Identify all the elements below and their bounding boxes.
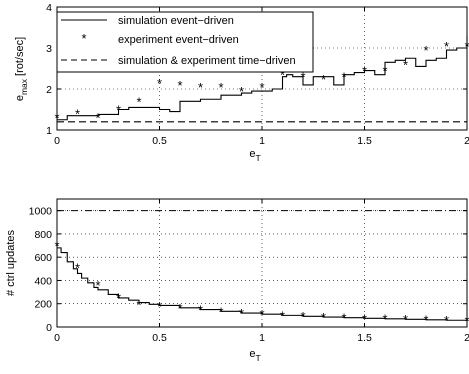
y-tick-label: 800 [34,229,52,241]
data-point-star: * [136,94,141,109]
data-point-star: * [239,306,244,321]
data-point-star: * [157,76,162,91]
data-point-star: * [300,309,305,324]
data-point-star: * [423,43,428,58]
data-point-star: * [177,78,182,93]
data-point-star: * [382,64,387,79]
x-tick-label: 1 [259,135,265,147]
legend-label-sim-event: simulation event−driven [118,15,234,27]
top-ylabel-main: e [14,95,26,101]
data-point-star: * [198,80,203,95]
x-tick-label: 0 [54,332,60,344]
bottom-ticks: 0 0.5 1 1.5 2 0 200 400 600 800 1000 [29,199,469,344]
data-point-star: * [382,312,387,327]
x-tick-label: 0 [54,135,60,147]
x-tick-label: 2 [464,135,469,147]
top-xlabel: eT [249,148,260,163]
data-point-star: * [259,80,264,95]
data-point-star: * [75,261,80,276]
y-tick-label: 1 [46,125,52,137]
top-xlabel-sub: T [255,153,260,163]
y-tick-label: 2 [46,84,52,96]
data-point-star: * [280,68,285,83]
y-tick-label: 200 [34,299,52,311]
data-point-star: * [218,304,223,319]
data-point-star: * [177,301,182,316]
x-tick-label: 2 [464,332,469,344]
y-tick-label: 0 [46,322,52,334]
bottom-grid [57,199,467,327]
data-point-star: * [157,299,162,314]
data-point-star: * [95,278,100,293]
data-point-star: * [403,312,408,327]
legend-swatch-star: * [81,31,86,46]
data-point-star: * [321,310,326,325]
x-tick-label: 1.5 [357,332,372,344]
data-point-star: * [198,303,203,318]
series-line-step [57,35,468,121]
bottom-series: ********************* [54,210,469,328]
data-point-star: * [280,308,285,323]
data-point-star: * [218,80,223,95]
top-ylabel-unit: [rot/sec] [14,37,26,76]
series-line-step [57,247,468,321]
bottom-xlabel-main: e [249,348,255,360]
chart-bottom: ********************* 00.511.52020040060… [5,198,469,363]
data-point-star: * [341,70,346,85]
x-tick-label: 1 [259,332,265,344]
top-legend-box [56,11,314,73]
data-point-star: * [259,307,264,322]
x-tick-label: 0.5 [152,332,167,344]
bottom-ylabel: # ctrl updates [5,229,17,296]
top-legend: simulation event−driven * experiment eve… [56,11,314,73]
data-point-star: * [444,39,449,54]
data-point-star: * [341,311,346,326]
y-tick-label: 400 [34,275,52,287]
x-tick-label: 1.5 [357,135,372,147]
data-point-star: * [403,57,408,72]
data-point-star: * [116,290,121,305]
data-point-star: * [300,70,305,85]
bottom-xlabel-sub: T [255,353,260,363]
legend-label-time-driven: simulation & experiment time−driven [118,55,296,67]
top-ticks: 0 0.5 1 1.5 2 1 2 3 4 [46,2,469,147]
y-tick-label: 1000 [29,206,53,218]
data-point-star: * [95,111,100,126]
data-point-star: * [136,297,141,312]
data-point-star: * [362,311,367,326]
top-ylabel: emax [rot/sec] [14,37,29,101]
top-ylabel-sub: max [19,78,29,95]
data-point-star: * [116,103,121,118]
bottom-xlabel: eT [249,348,260,363]
top-xlabel-main: e [249,148,255,160]
x-tick-label: 0.5 [152,135,167,147]
legend-label-exp-event: experiment event−driven [118,34,239,46]
y-tick-label: 3 [46,43,52,55]
y-tick-label: 4 [46,2,52,14]
data-point-star: * [362,64,367,79]
data-point-star: * [75,107,80,122]
data-point-star: * [321,72,326,87]
data-point-star: * [423,312,428,327]
y-tick-label: 600 [34,252,52,264]
data-point-star: * [239,84,244,99]
data-point-star: * [444,313,449,328]
